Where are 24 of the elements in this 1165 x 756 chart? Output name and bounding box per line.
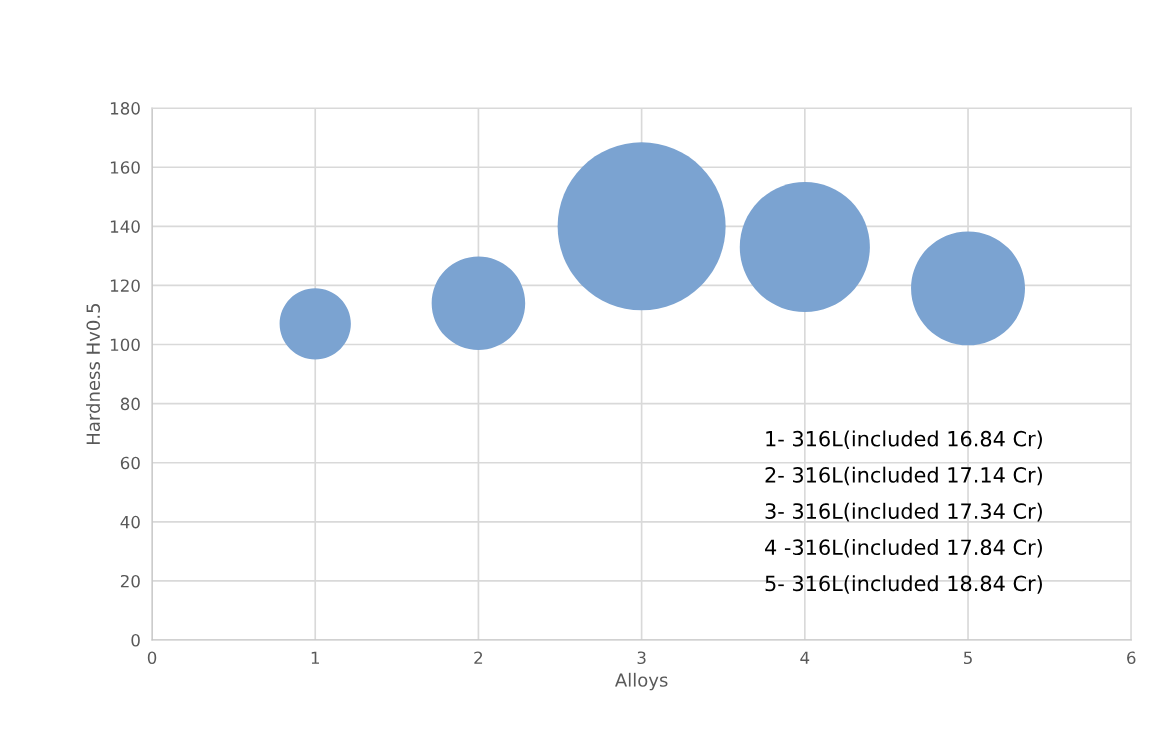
- annotation: 1- 316L(included 16.84 Cr): [766, 430, 1042, 450]
- y-tick-label: 80: [120, 397, 140, 411]
- annotation: 3- 316L(included 17.34 Cr): [765, 502, 1042, 522]
- x-tick-label: 5: [964, 651, 972, 665]
- y-tick-label: 140: [110, 220, 140, 233]
- y-tick-label: 0: [131, 633, 140, 647]
- y-tick-label: 60: [120, 456, 140, 470]
- annotation: 4 -316L(included 17.84 Cr): [765, 538, 1042, 558]
- x-tick-label: 6: [1127, 651, 1136, 665]
- x-tick-label: 4: [800, 651, 810, 664]
- y-axis-title: Hardness Hv0.5: [86, 304, 101, 444]
- y-tick-label: 160: [110, 161, 140, 174]
- x-axis-title: Alloys: [615, 672, 668, 691]
- x-tick-label: 0: [147, 651, 157, 665]
- y-tick-label: 100: [110, 338, 140, 352]
- x-tick-label: 2: [474, 651, 483, 664]
- y-tick-label: 40: [120, 515, 140, 529]
- y-tick-label: 120: [110, 279, 140, 292]
- y-tick-label: 20: [120, 574, 140, 588]
- annotation: 2- 316L(included 17.14 Cr): [765, 466, 1042, 486]
- x-tick-label: 3: [637, 651, 646, 665]
- x-tick-label: 1: [311, 651, 319, 664]
- y-tick-label: 180: [110, 102, 140, 115]
- annotation: 5- 316L(included 18.84 Cr): [765, 575, 1042, 594]
